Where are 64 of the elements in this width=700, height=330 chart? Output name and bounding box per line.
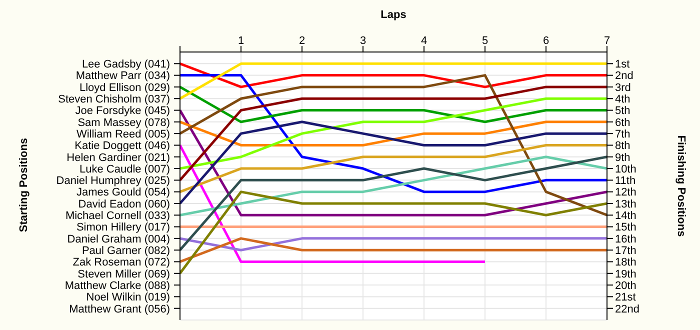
text: David Eadon (060) [78,198,170,210]
text: James Gould (054) [76,186,170,199]
text: Lloyd Ellison (029) [80,82,170,94]
y2-tick-label: 8th [615,140,630,152]
y2-tick-label: 6th [615,116,630,129]
text: Matthew Grant (056) [69,303,170,316]
y2-tick-label: 17th [615,244,636,257]
y2-tick-label: 7th [615,128,630,140]
x-tick-label: 4 [420,35,428,47]
text: Noel Wilkin (019) [86,292,170,304]
x-tick-label: 7 [604,35,610,47]
x-tick-label: 3 [360,35,366,47]
y2-tick-label: 20th [615,280,636,292]
text: Sam Massey (078) [78,116,170,129]
text: Steven Miller (069) [78,268,170,280]
y2-tick-label: 21st [615,292,636,304]
y2-tick-label: 19th [615,268,636,280]
y2-tick-label: 16th [615,233,636,246]
y2-tick-label: 2nd [615,70,634,82]
y2-tick-label: 5th [615,105,630,118]
line-series [180,120,607,205]
text: William Reed (005) [76,128,170,140]
y2-tick-label: 15th [615,222,636,234]
line-series [180,156,607,216]
y2-axis-title: Finishing Positions [675,135,688,237]
x-tick-label: 2 [298,35,306,47]
text: Paul Garner (082) [82,244,170,257]
text: Luke Caudle (007) [79,163,170,176]
x-axis-title: Laps [380,8,406,21]
text: Joe Forsdyke (045) [75,105,170,118]
line-series [180,86,607,182]
text: Zak Roseman (072) [72,256,170,269]
line-series [180,190,607,275]
text: Starting Positions [18,138,30,232]
text: Helen Gardiner (021) [66,152,170,164]
text: Matthew Clarke (088) [64,280,170,292]
y2-tick-label: 14th [615,210,636,222]
text: Katie Doggett (046) [74,140,170,152]
y2-tick-label: 13th [615,198,636,210]
y2-tick-label: 18th [615,256,636,269]
text: Steven Chisholm (037) [58,94,170,106]
line-series [180,109,607,216]
line-series [180,74,607,216]
y2-tick-label: 12th [615,186,636,199]
x-tick-label: 6 [542,35,550,47]
text: Simon Hillery (017) [76,222,170,234]
y2-tick-label: 9th [615,152,630,164]
y2-tick-label: 1st [615,58,630,71]
text: Daniel Graham (004) [67,233,170,246]
y2-tick-label: 10th [615,163,636,176]
text: Michael Cornell (033) [65,210,170,222]
line-series [180,156,607,252]
line-series [180,144,607,194]
y2-tick-label: 11th [615,175,636,188]
line-series [180,74,607,194]
y2-tick-label: 3rd [615,82,631,94]
text: Daniel Humphrey (025) [56,175,170,188]
y2-tick-label: 22nd [615,303,640,316]
text: Matthew Parr (034) [76,70,170,82]
x-tick-label: 1 [238,35,244,47]
y2-tick-label: 4th [615,94,630,106]
x-tick-label: 5 [482,35,488,47]
text: Lee Gadsby (041) [82,58,170,71]
line-series [180,97,607,170]
